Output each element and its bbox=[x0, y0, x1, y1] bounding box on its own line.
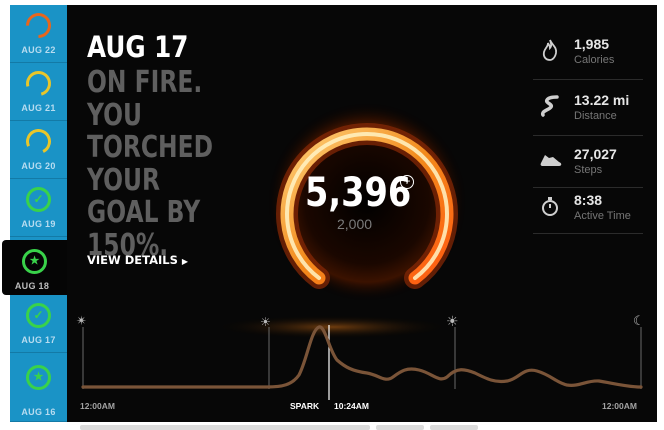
day-date-label: AUG 21 bbox=[21, 103, 56, 113]
divider bbox=[533, 135, 643, 136]
day-date-label: AUG 16 bbox=[21, 407, 56, 417]
night-icon: ✴ bbox=[76, 313, 87, 328]
day-date-label: AUG 20 bbox=[21, 161, 56, 171]
steps-label: Steps bbox=[574, 164, 603, 176]
arrow-right-icon: ▶ bbox=[181, 257, 189, 266]
progress-ring-icon bbox=[20, 7, 57, 44]
bottom-control-bar bbox=[80, 425, 370, 430]
divider bbox=[533, 233, 643, 234]
distance-value: 13.22 mi bbox=[574, 92, 630, 108]
day-date-label: AUG 18 bbox=[14, 281, 50, 291]
progress-ring-icon bbox=[22, 125, 55, 158]
day-item-aug-19[interactable]: ✓ AUG 19 bbox=[10, 179, 67, 237]
active-time-value: 8:38 bbox=[574, 192, 603, 208]
goal-exceeded-ring-icon: ★ bbox=[26, 365, 51, 390]
sun-icon: ☀ bbox=[446, 313, 459, 329]
stat-steps: 27,027 Steps bbox=[533, 137, 643, 185]
star-icon: ★ bbox=[33, 371, 44, 383]
calories-value: 1,985 bbox=[574, 36, 610, 52]
road-icon bbox=[539, 95, 561, 117]
timeline-end-label: 12:00AM bbox=[602, 401, 637, 411]
divider bbox=[533, 187, 643, 188]
star-icon: ★ bbox=[29, 255, 40, 267]
day-sidebar: AUG 22 AUG 21 AUG 20 ✓ AUG 19 ✓ AUG 17 ★… bbox=[10, 5, 67, 422]
checkmark-icon: ✓ bbox=[33, 308, 44, 322]
fire-ring-graphic bbox=[267, 102, 467, 302]
fuel-total: 5,396 bbox=[305, 170, 412, 216]
day-item-aug-16[interactable]: ★ AUG 16 bbox=[10, 353, 67, 422]
goal-exceeded-ring-icon: ★ bbox=[22, 249, 47, 274]
progress-ring-icon bbox=[21, 66, 56, 101]
day-date-label: AUG 17 bbox=[21, 335, 56, 345]
active-time-label: Active Time bbox=[574, 210, 631, 222]
daily-goal: 2,000 bbox=[337, 216, 373, 232]
activity-timeline: ✴ ☀ ☀ ☾ 12:00AM SPARK 10:24AM 12:00AM bbox=[67, 305, 657, 422]
day-item-aug-18-selected[interactable]: ★ AUG 18 bbox=[2, 240, 72, 295]
distance-label: Distance bbox=[574, 110, 617, 122]
stat-distance: 13.22 mi Distance bbox=[533, 83, 643, 131]
divider bbox=[533, 79, 643, 80]
view-details-label: VIEW DETAILS bbox=[87, 253, 178, 267]
sunrise-icon: ☀ bbox=[260, 315, 271, 329]
timeline-start-label: 12:00AM bbox=[80, 401, 115, 411]
day-date-label: AUG 19 bbox=[21, 219, 56, 229]
day-item-aug-21[interactable]: AUG 21 bbox=[10, 63, 67, 121]
view-details-link[interactable]: VIEW DETAILS ▶ bbox=[87, 253, 188, 267]
plus-circle-icon[interactable]: + bbox=[400, 175, 414, 189]
spark-time-label: 10:24AM bbox=[334, 401, 369, 411]
stat-active-time: 8:38 Active Time bbox=[533, 183, 643, 231]
day-item-aug-20[interactable]: AUG 20 bbox=[10, 121, 67, 179]
moon-icon: ☾ bbox=[633, 313, 645, 328]
activity-graph bbox=[81, 315, 643, 400]
goal-complete-ring-icon: ✓ bbox=[26, 187, 51, 212]
flame-icon bbox=[539, 39, 561, 61]
goal-complete-ring-icon: ✓ bbox=[26, 303, 51, 328]
checkmark-icon: ✓ bbox=[33, 192, 44, 206]
calories-label: Calories bbox=[574, 54, 615, 66]
selected-date-title: AUG 17 bbox=[87, 30, 189, 64]
spark-label: SPARK bbox=[290, 401, 320, 411]
bottom-button[interactable] bbox=[376, 425, 424, 430]
goal-message: ON FIRE. YOU TORCHED YOUR GOAL BY 150%. bbox=[87, 65, 214, 263]
stat-calories: 1,985 Calories bbox=[533, 27, 643, 75]
day-date-label: AUG 22 bbox=[21, 45, 56, 55]
day-item-aug-22[interactable]: AUG 22 bbox=[10, 5, 67, 63]
stopwatch-icon bbox=[539, 195, 561, 217]
bottom-button[interactable] bbox=[430, 425, 478, 430]
day-detail-panel: AUG 17 ON FIRE. YOU TORCHED YOUR GOAL BY… bbox=[67, 5, 657, 422]
shoe-icon bbox=[539, 149, 562, 171]
day-item-aug-17[interactable]: ✓ AUG 17 bbox=[10, 295, 67, 353]
steps-value: 27,027 bbox=[574, 146, 617, 162]
